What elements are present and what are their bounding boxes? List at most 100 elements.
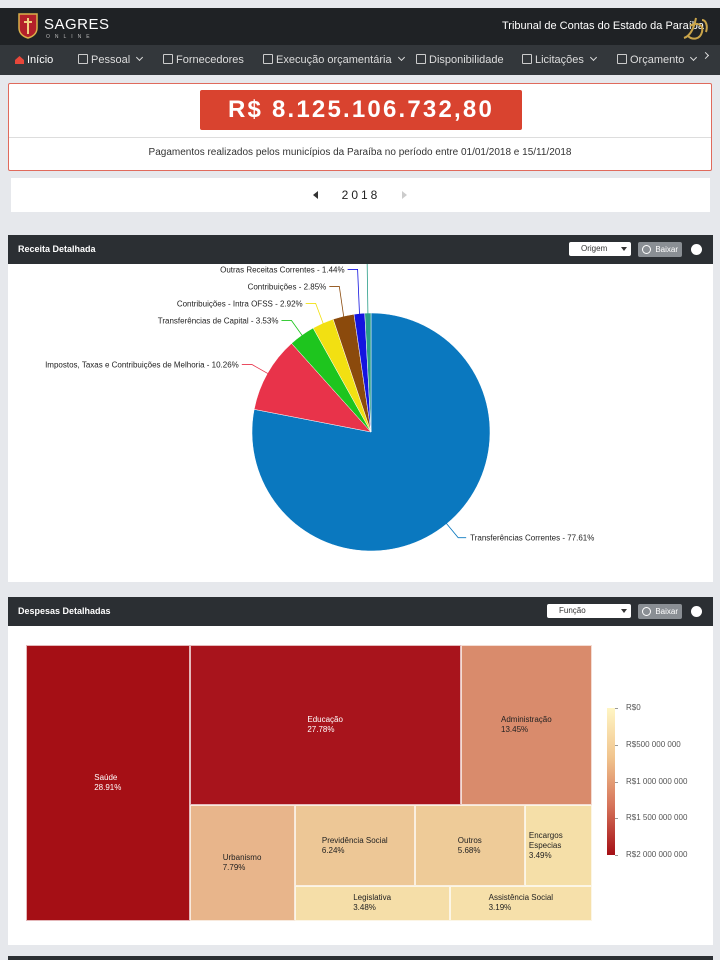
next-panel-edge [8,956,713,960]
color-bar [607,708,615,855]
cell-label: Previdência Social 6.24% [322,836,388,856]
treemap-cell: Legislativa 3.48% [294,885,450,921]
download-button[interactable]: Baixar [638,604,682,619]
slice-label: Outras Receitas Correntes - 1.44% [220,265,345,274]
color-tick [615,781,618,783]
panel-header: Receita Detalhada Origem Baixar [8,235,713,264]
slice-label: Transferências de Capital - 3.53% [158,316,279,325]
prev-year[interactable] [313,191,319,199]
org-name: Tribunal de Contas do Estado da Paraíba [502,20,705,32]
treemap-cell: Administração 13.45% [460,645,592,806]
panel-title: Receita Detalhada [18,244,96,254]
brand: SAGRES [44,16,110,33]
next-year[interactable] [402,191,408,199]
home-icon [15,56,24,64]
cell-label: Encargos Especias 3.49% [529,831,588,861]
nav-label: Execução orçamentária [276,54,392,66]
logo [18,13,38,39]
leader-line [366,264,369,316]
color-tick [615,855,618,856]
cell-value: 27.78% [307,725,335,735]
treemap-cell: Previdência Social 6.24% [294,805,415,886]
cell-label: Educação 27.78% [307,715,343,735]
move-icon[interactable] [691,606,702,617]
cell-label: Outros 5.68% [458,836,482,856]
slice-label: Impostos, Taxas e Contribuições de Melho… [45,360,239,369]
leader-line [445,522,467,539]
cell-name: Saúde [94,773,118,782]
group-select[interactable]: Função [547,604,631,618]
nav-label: Pessoal [91,54,131,66]
nav-item[interactable]: Pessoal [78,53,144,66]
download-button[interactable]: Baixar [638,242,682,257]
group-select[interactable]: Origem [569,242,631,256]
leader-line [281,320,304,337]
color-tick-label: R$1 500 000 000 [626,813,688,823]
color-tick-label: R$2 000 000 000 [626,850,688,859]
cell-label: Administração 13.45% [501,715,552,735]
pie-chart: Transferências Correntes - 77.61% Imposto… [45,264,594,552]
slice-label: Transferências Correntes - 77.61% [470,534,594,543]
expense-panel: Despesas Detalhadas Função Baixar Saúde 2… [8,597,713,945]
cell-label: Saúde 28.91% [94,773,121,793]
cell-name: Outros [457,835,482,845]
nav-item[interactable]: Orçamento [617,53,698,66]
leader-line [305,303,325,326]
cell-value: 5.68% [457,845,481,855]
anniversary-logo [683,17,708,40]
cell-value: 13.45% [501,725,529,735]
total-amount: R$ 8.125.106.732,80 [200,90,522,130]
divider [9,137,711,138]
cell-name: Educação [307,715,343,725]
brand-sub: ONLINE [46,34,95,40]
cell-value: 28.91% [94,783,122,792]
nav-item[interactable]: Início [14,54,53,66]
leader-line [241,364,270,375]
nav-label: Orçamento [630,54,685,66]
nav-item[interactable]: Fornecedores [163,54,244,66]
cell-name: Urbanismo [222,853,262,863]
cell-name: Previdência Social [321,835,388,845]
nav-item[interactable]: Execução orçamentária [263,53,405,66]
cell-value: 7.79% [222,863,246,873]
move-icon[interactable] [691,244,702,255]
treemap: Saúde 28.91% Educação 27.78% Administração 13… [26,645,592,921]
color-tick-label: R$1 000 000 000 [626,776,688,786]
leader-line [347,269,360,316]
treemap-cell: Encargos Especias 3.49% [524,805,592,886]
nav-label: Disponibilidade [429,54,504,66]
cell-label: Legislativa 3.48% [353,893,391,913]
nav-label: Licitações [535,54,584,66]
leader-line [329,286,345,319]
nav-bar: Início Pessoal Fornecedores Execução orç… [0,45,720,75]
cell-label: Urbanismo 7.79% [223,853,262,873]
nav-next[interactable] [701,51,710,64]
year: 2018 [341,188,381,202]
summary-description: Pagamentos realizados pelos municípios d… [148,147,572,158]
treemap-cell: Saúde 28.91% [26,645,190,921]
nav-item[interactable]: Disponibilidade [416,54,504,66]
cell-name: Encargos Especias [528,830,563,850]
cell-name: Administração [501,715,552,725]
color-tick-label: R$500 000 000 [626,739,681,749]
cell-label: Assistência Social 3.19% [489,893,553,913]
slice-label: Contribuições - 2.85% [248,282,327,291]
header: SAGRES ONLINE Tribunal de Contas do Esta… [0,8,720,45]
nav-item[interactable]: Licitações [522,53,597,66]
color-tick [615,708,618,709]
cell-value: 6.24% [321,845,345,855]
cell-name: Assistência Social [488,893,554,903]
nav-label: Fornecedores [176,54,244,66]
treemap-cell: Educação 27.78% [189,645,461,806]
panel-header: Despesas Detalhadas Função Baixar [8,597,713,626]
slice-label: Contribuições - Intra OFSS - 2.92% [177,299,303,308]
nav-label: Início [27,54,54,66]
color-tick [615,818,618,820]
cell-name: Legislativa [353,893,392,903]
treemap-cell: Outros 5.68% [415,805,525,886]
cell-value: 3.48% [353,903,376,913]
color-tick-label: R$0 [626,703,641,712]
cell-value: 3.19% [488,903,512,913]
color-tick [615,744,618,746]
